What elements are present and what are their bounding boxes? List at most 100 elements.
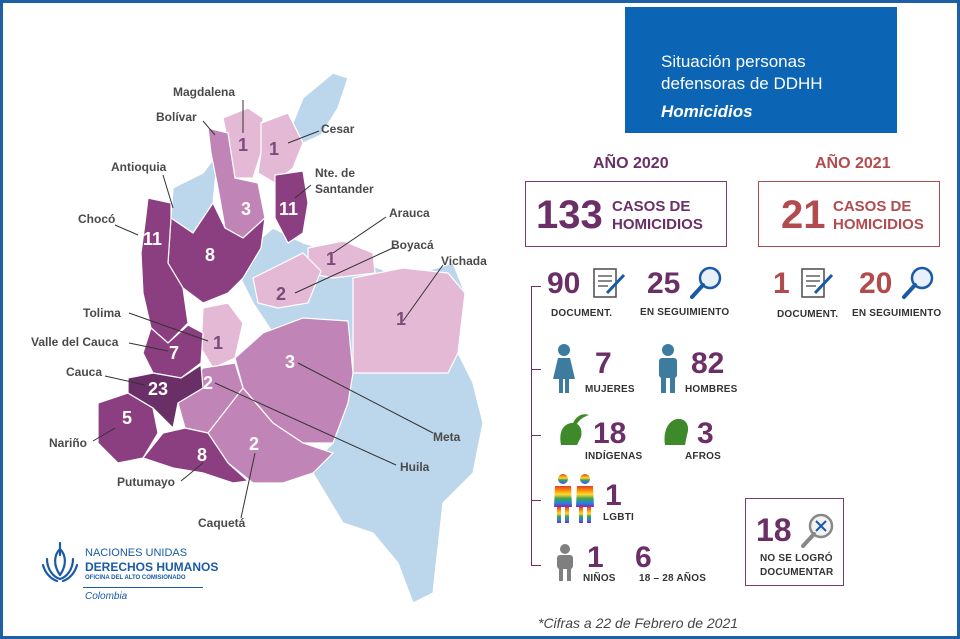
map-value-antioquia: 8 (205, 245, 215, 265)
women-label: MUJERES (585, 384, 635, 395)
magnifier-icon (690, 266, 722, 299)
footnote: *Cifras a 22 de Febrero de 2021 (538, 615, 739, 631)
map-value-tolima: 1 (213, 333, 223, 353)
afro-head-icon (664, 418, 689, 445)
map-label-arauca: Arauca (389, 206, 430, 220)
un-logo-divider (83, 587, 203, 588)
not-documented-value: 18 (756, 512, 792, 548)
map-region-nte-santander (274, 170, 309, 244)
map-value-nte-santander: 11 (279, 199, 298, 219)
bracket-tick (531, 565, 541, 566)
seg-2021-label: EN SEGUIMIENTO (852, 308, 942, 319)
seg-2020-label: EN SEGUIMIENTO (640, 307, 730, 318)
women-value: 7 (595, 347, 612, 380)
bracket-tick (531, 286, 541, 287)
title-line3: Homicidios (661, 102, 753, 121)
bracket-tick (531, 435, 541, 436)
map-region-boyaca (252, 252, 322, 309)
map-value-putumayo: 8 (197, 445, 207, 465)
map-label-meta: Meta (433, 430, 461, 444)
map-label-cauca: Cauca (66, 365, 102, 379)
map-region-vichada (352, 267, 466, 374)
map-value-bolivar: 3 (241, 199, 251, 219)
indigenous-label: INDÍGENAS (585, 451, 643, 462)
map-value-valle: 7 (169, 343, 179, 363)
total-2020-label2: HOMICIDIOS (612, 216, 703, 233)
total-2021-label1: CASOS DE (833, 198, 912, 215)
indigenous-head-icon (560, 414, 589, 445)
map-value-meta: 3 (285, 352, 295, 372)
map-label-cesar: Cesar (321, 122, 355, 136)
lgbti-couple-icon (554, 474, 594, 523)
map-value-caqueta: 2 (249, 434, 259, 454)
un-logo-line3: OFICINA DEL ALTO COMISIONADO (85, 575, 186, 581)
map-region-cauca (127, 363, 204, 430)
map-value-cauca: 23 (148, 379, 168, 399)
woman-icon (553, 344, 575, 393)
map-leader-lines (92, 100, 444, 519)
colombia-map: 1 3 1 8 11 11 1 2 1 1 7 23 5 8 2 3 2 (31, 72, 487, 604)
total-2021-box: 21 CASOS DE HOMICIDIOS (758, 181, 940, 247)
map-label-magdalena: Magdalena (173, 85, 235, 99)
map-label-choco: Chocó (78, 212, 115, 226)
map-label-nte-santander: Nte. de Santander (315, 166, 374, 196)
not-documented-label1: NO SE LOGRÓ (760, 553, 833, 564)
document-pen-icon (593, 268, 626, 298)
map-label-boyaca: Boyacá (391, 238, 434, 252)
seg-2020-value: 25 (647, 267, 681, 300)
young-value: 6 (635, 541, 652, 574)
young-label: 18 – 28 AÑOS (639, 573, 707, 584)
total-2020-box: 133 CASOS DE HOMICIDIOS (525, 181, 727, 247)
map-value-narino: 5 (122, 408, 132, 428)
child-icon (557, 544, 573, 581)
map-region-putumayo (141, 427, 250, 484)
map-value-magdalena: 1 (238, 135, 248, 155)
seg-2021-value: 20 (859, 267, 893, 300)
map-label-bolivar: Bolívar (156, 110, 197, 124)
map-value-vichada: 1 (396, 309, 406, 329)
un-laurel-icon (41, 541, 79, 583)
magnifier-cross-icon (801, 513, 834, 548)
map-label-antioquia: Antioquia (111, 160, 167, 174)
man-icon (659, 344, 677, 393)
un-logo: NACIONES UNIDAS DERECHOS HUMANOS OFICINA… (39, 541, 219, 611)
not-documented-label2: DOCUMENTAR (760, 567, 834, 578)
map-label-valle: Valle del Cauca (31, 335, 119, 349)
doc-2021-label: DOCUMENT. (777, 309, 839, 320)
map-label-narino: Nariño (49, 436, 87, 450)
total-2021-label2: HOMICIDIOS (833, 216, 924, 233)
map-label-vichada: Vichada (441, 254, 487, 268)
document-pen-icon (801, 268, 834, 298)
map-region-valle (142, 324, 204, 379)
lgbti-value: 1 (605, 479, 622, 512)
map-value-arauca: 1 (326, 249, 336, 269)
title-box: Situación personas defensoras de DDHH Ho… (625, 7, 897, 133)
un-logo-country: Colombia (85, 591, 128, 602)
bracket-tick (531, 500, 541, 501)
afro-value: 3 (697, 417, 714, 450)
indigenous-value: 18 (593, 417, 627, 450)
map-value-cesar: 1 (269, 139, 279, 159)
not-documented-box: 18 NO SE LOGRÓ DOCUMENTAR (745, 498, 844, 586)
map-value-huila: 2 (203, 373, 213, 393)
total-2020-label1: CASOS DE (612, 198, 691, 215)
doc-2021-value: 1 (773, 267, 790, 300)
men-value: 82 (691, 347, 725, 380)
total-2020-value: 133 (536, 193, 603, 237)
un-logo-line1: NACIONES UNIDAS (85, 547, 188, 559)
title-line2: defensoras de DDHH (661, 74, 823, 93)
year-2021-label: AÑO 2021 (815, 155, 891, 172)
children-label: NIÑOS (583, 573, 616, 584)
map-label-tolima: Tolima (83, 306, 121, 320)
afro-label: AFROS (685, 451, 721, 462)
year-2020-label: AÑO 2020 (593, 155, 669, 172)
children-value: 1 (587, 541, 604, 574)
map-value-boyaca: 2 (276, 284, 286, 304)
men-label: HOMBRES (685, 384, 738, 395)
total-2021-value: 21 (781, 193, 826, 237)
map-value-choco: 11 (143, 229, 162, 249)
bracket-tick (531, 369, 541, 370)
map-label-huila: Huila (400, 460, 430, 474)
magnifier-icon (902, 266, 934, 299)
